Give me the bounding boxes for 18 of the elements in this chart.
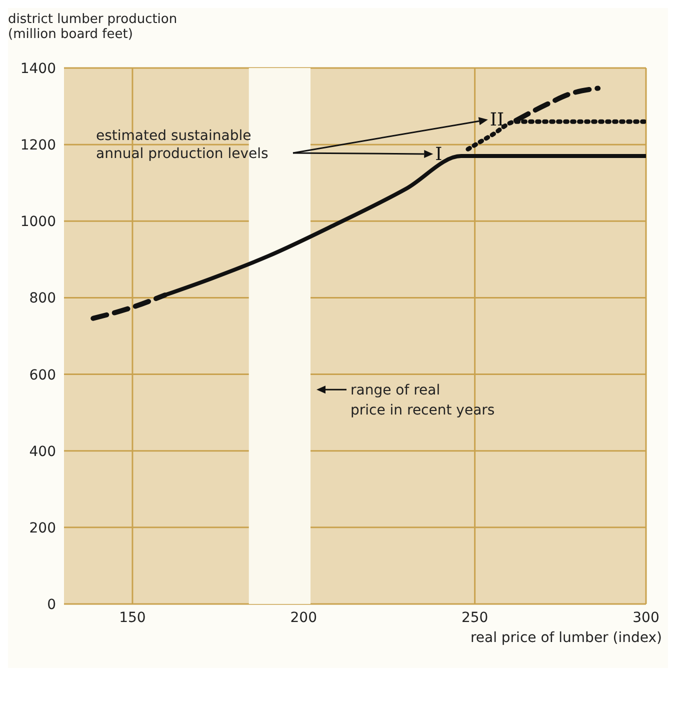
x-tick-label: 150 <box>119 610 146 626</box>
y-tick-label: 400 <box>29 444 56 460</box>
y-tick-label: 1200 <box>20 138 56 154</box>
x-axis-title: real price of lumber (index) <box>470 630 662 646</box>
x-tick-label: 200 <box>290 610 318 626</box>
y-tick-label: 800 <box>29 290 56 307</box>
annotation: estimated sustainable annual production levels <box>96 128 268 162</box>
y-tick-label: 200 <box>29 520 56 536</box>
y-tick-label: 600 <box>29 367 56 384</box>
y-tick-label: 0 <box>47 596 56 613</box>
y-tick-label: 1400 <box>20 60 56 77</box>
legend-label: II <box>490 110 504 131</box>
x-tick-label: 250 <box>461 610 488 626</box>
x-tick-label: 300 <box>632 610 660 626</box>
band-label: range of real price in recent years <box>350 382 495 419</box>
legend-label: I <box>435 144 442 166</box>
y-tick-label: 1000 <box>20 214 56 230</box>
y-axis-title: district lumber production (million board feet) <box>8 12 178 42</box>
